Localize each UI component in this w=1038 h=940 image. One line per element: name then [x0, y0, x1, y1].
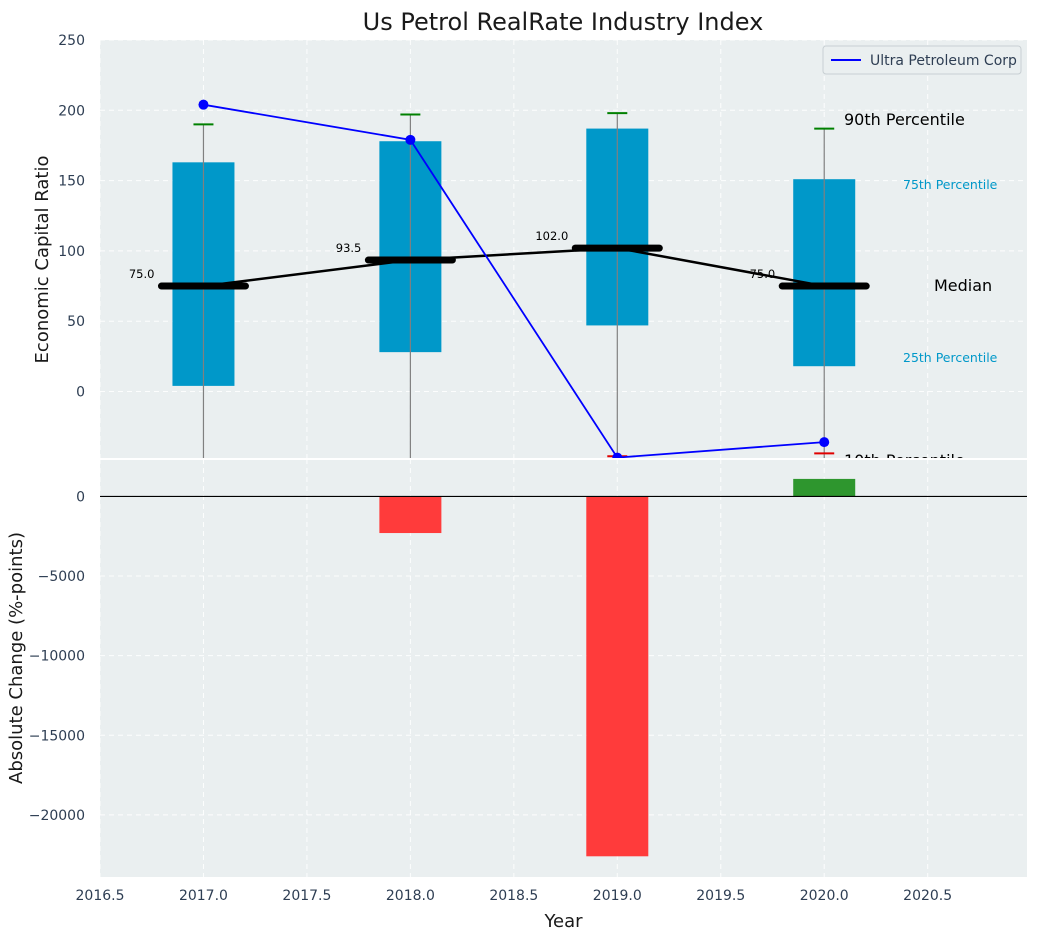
x-tick-label: 2020.5 — [903, 888, 952, 904]
series-point — [405, 134, 416, 145]
bottom-plot-content — [100, 478, 1027, 857]
x-tick-label: 2018.0 — [386, 888, 435, 904]
legend: Ultra Petroleum Corp — [822, 45, 1022, 75]
legend-box — [822, 45, 1022, 75]
top-y-tick-label: 0 — [76, 385, 85, 401]
median-trend-line — [203, 246, 825, 288]
bottom-y-ticks: 0 −5000 −10000 −15000 −20000 — [29, 489, 85, 823]
top-y-ticks: 0 50 100 150 200 250 — [58, 33, 85, 401]
top-y-axis-label: Economic Capital Ratio — [32, 156, 53, 364]
bottom-y-tick-label: −5000 — [38, 569, 85, 585]
series-point — [198, 99, 209, 110]
chart-title: Us Petrol RealRate Industry Index — [363, 8, 764, 36]
bottom-y-tick-label: −10000 — [29, 649, 85, 665]
label-median: Median — [934, 276, 992, 295]
bottom-y-axis-label: Absolute Change (%-points) — [6, 532, 27, 784]
top-y-tick-label: 50 — [67, 314, 85, 330]
top-y-tick-label: 100 — [58, 244, 85, 260]
top-y-tick-label: 250 — [58, 33, 85, 49]
bottom-plot-area — [100, 459, 1027, 877]
x-tick-label: 2017.5 — [282, 888, 331, 904]
change-bar-2018 — [379, 496, 442, 534]
change-bar-2019 — [586, 496, 649, 857]
bottom-y-tick-label: 0 — [76, 489, 85, 505]
label-90th-percentile: 90th Percentile — [844, 110, 965, 129]
top-plot-area — [100, 40, 1027, 459]
top-y-tick-label: 150 — [58, 174, 85, 190]
bottom-y-tick-label: −20000 — [29, 808, 85, 824]
bottom-y-tick-label: −15000 — [29, 728, 85, 744]
x-tick-label: 2019.5 — [696, 888, 745, 904]
series-line-ultra-petroleum — [203, 103, 825, 459]
change-bar-2020 — [793, 478, 856, 497]
median-value-label: 102.0 — [535, 229, 568, 243]
series-point — [819, 437, 830, 448]
x-tick-label: 2020.0 — [800, 888, 849, 904]
legend-label: Ultra Petroleum Corp — [870, 53, 1017, 69]
x-tick-label: 2017.0 — [179, 888, 228, 904]
label-25th-percentile: 25th Percentile — [903, 350, 998, 365]
x-tick-label: 2019.0 — [593, 888, 642, 904]
x-tick-label: 2018.5 — [489, 888, 538, 904]
bottom-x-ticks: 2016.5 2017.0 2017.5 2018.0 2018.5 2019.0 2019… — [76, 888, 953, 904]
median-value-label: 93.5 — [336, 241, 362, 255]
median-value-label: 75.0 — [129, 267, 155, 281]
x-tick-label: 2016.5 — [76, 888, 125, 904]
x-axis-label: Year — [543, 911, 583, 932]
top-y-tick-label: 200 — [58, 103, 85, 119]
label-75th-percentile: 75th Percentile — [903, 177, 998, 192]
